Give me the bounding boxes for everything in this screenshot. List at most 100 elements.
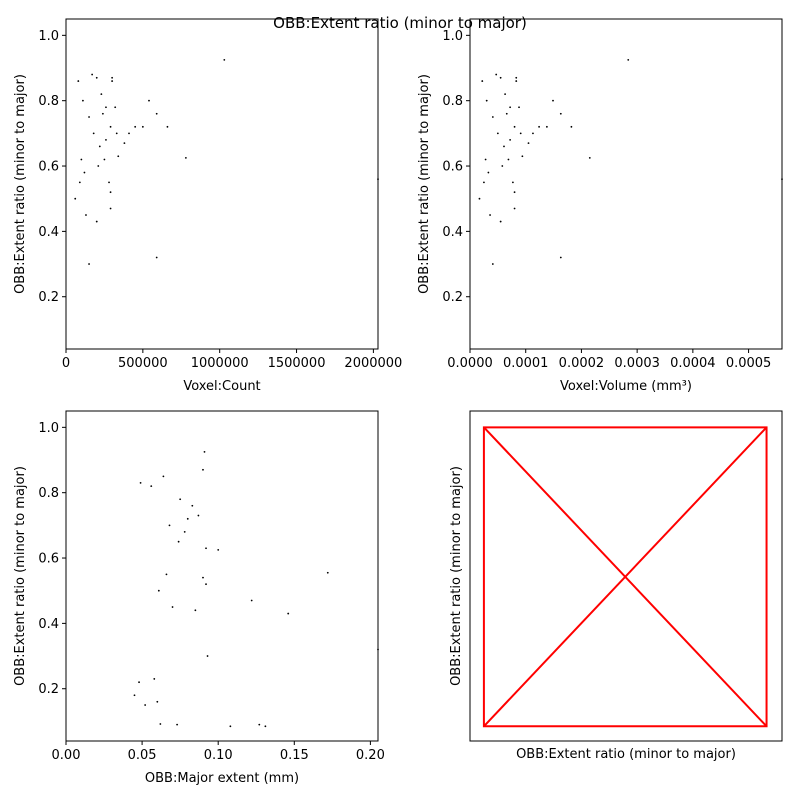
- subplot-2: 0.0000 0.0001 0.0002 0.0003 0.0004 0.0005 0.2 0…: [417, 18, 783, 394]
- data-point: [74, 197, 77, 200]
- data-point: [177, 540, 180, 543]
- data-point: [155, 112, 158, 115]
- data-point: [103, 158, 106, 161]
- y-tick-label: 0.4: [38, 225, 59, 240]
- data-point: [538, 125, 540, 128]
- x-axis-label: Voxel:Volume (mm³): [560, 379, 692, 394]
- x-tick-label: 0.0002: [559, 356, 605, 371]
- data-point: [171, 606, 174, 608]
- data-point: [153, 678, 156, 680]
- x-tick-label: 0: [62, 356, 70, 371]
- data-point: [545, 125, 548, 128]
- data-point: [229, 725, 232, 728]
- data-point: [197, 514, 200, 517]
- data-point: [138, 681, 140, 684]
- data-point: [496, 132, 499, 135]
- data-point: [250, 599, 253, 602]
- x-tick-label: 0.15: [280, 748, 309, 763]
- data-point: [155, 256, 158, 259]
- data-point: [109, 191, 112, 194]
- data-point: [217, 548, 220, 551]
- y-tick-label: 0.8: [38, 94, 59, 109]
- data-point: [206, 655, 209, 657]
- x-tick-label: 0.0005: [726, 356, 772, 371]
- x-tick-label: 0.0003: [614, 356, 660, 371]
- data-point: [264, 725, 267, 728]
- data-point: [128, 132, 130, 135]
- y-tick-label: 0.2: [38, 290, 59, 305]
- data-point: [588, 156, 591, 159]
- y-tick-label: 0.6: [442, 160, 463, 175]
- data-point: [509, 138, 512, 141]
- data-point: [80, 158, 83, 161]
- data-point: [108, 181, 110, 184]
- y-tick-label: 0.4: [38, 617, 59, 632]
- data-point: [559, 256, 562, 259]
- data-point: [504, 93, 506, 96]
- data-point: [513, 191, 516, 194]
- data-point: [258, 723, 261, 726]
- data-point: [326, 571, 329, 574]
- data-point: [105, 106, 107, 109]
- figure-title: OBB:Extent ratio (minor to major): [273, 14, 527, 32]
- data-point: [97, 165, 100, 167]
- y-tick-label: 0.8: [442, 94, 463, 109]
- x-tick-label: 0.00: [52, 748, 81, 763]
- data-point: [95, 220, 98, 223]
- data-point: [134, 125, 137, 128]
- y-tick-label: 0.2: [442, 290, 463, 305]
- data-point: [484, 158, 487, 161]
- data-point: [78, 181, 81, 184]
- data-point: [478, 197, 481, 200]
- y-axis-label: OBB:Extent ratio (minor to major): [13, 466, 28, 686]
- data-point: [507, 158, 510, 161]
- y-tick-label: 1.0: [442, 29, 463, 44]
- data-point: [515, 76, 518, 79]
- data-point: [205, 583, 207, 586]
- data-point: [183, 530, 186, 533]
- data-point: [179, 498, 182, 501]
- data-point: [141, 125, 144, 128]
- data-point: [499, 220, 502, 223]
- data-point: [88, 116, 90, 118]
- data-point: [77, 80, 80, 82]
- data-point: [527, 142, 530, 145]
- data-point: [501, 165, 504, 167]
- data-point: [109, 207, 112, 210]
- y-tick-label: 0.8: [38, 486, 59, 501]
- subplot-1: 0 500000 1000000 1500000 2000000 0.2 0.4 0.6 0.8…: [13, 18, 402, 394]
- data-point: [91, 73, 94, 76]
- x-axis-label: Voxel:Count: [183, 379, 260, 394]
- data-point: [148, 99, 150, 102]
- y-tick-label: 0.2: [38, 682, 59, 697]
- data-point: [92, 132, 95, 135]
- data-point: [515, 80, 518, 82]
- data-point: [144, 704, 147, 706]
- data-point: [176, 723, 179, 726]
- data-point: [166, 125, 169, 128]
- x-tick-label: 1000000: [191, 356, 249, 371]
- x-tick-label: 0.05: [128, 748, 157, 763]
- data-point: [150, 485, 153, 488]
- data-point: [532, 132, 534, 135]
- y-tick-label: 0.6: [38, 160, 59, 175]
- data-point: [512, 181, 514, 184]
- data-point: [88, 263, 90, 265]
- data-point: [505, 112, 508, 115]
- x-tick-label: 0.20: [356, 748, 385, 763]
- data-point: [191, 504, 194, 507]
- data-point: [559, 112, 562, 115]
- x-axis-label: OBB:Major extent (mm): [145, 771, 299, 786]
- axes-frame: [469, 18, 783, 350]
- data-point: [100, 93, 103, 96]
- data-point: [509, 106, 512, 109]
- data-point: [487, 171, 490, 174]
- y-axis-label: OBB:Extent ratio (minor to major): [417, 74, 432, 294]
- data-point: [202, 576, 204, 579]
- data-point: [111, 76, 114, 79]
- data-point: [513, 125, 516, 128]
- data-point: [499, 76, 502, 79]
- data-point: [165, 573, 168, 576]
- data-point: [521, 155, 524, 158]
